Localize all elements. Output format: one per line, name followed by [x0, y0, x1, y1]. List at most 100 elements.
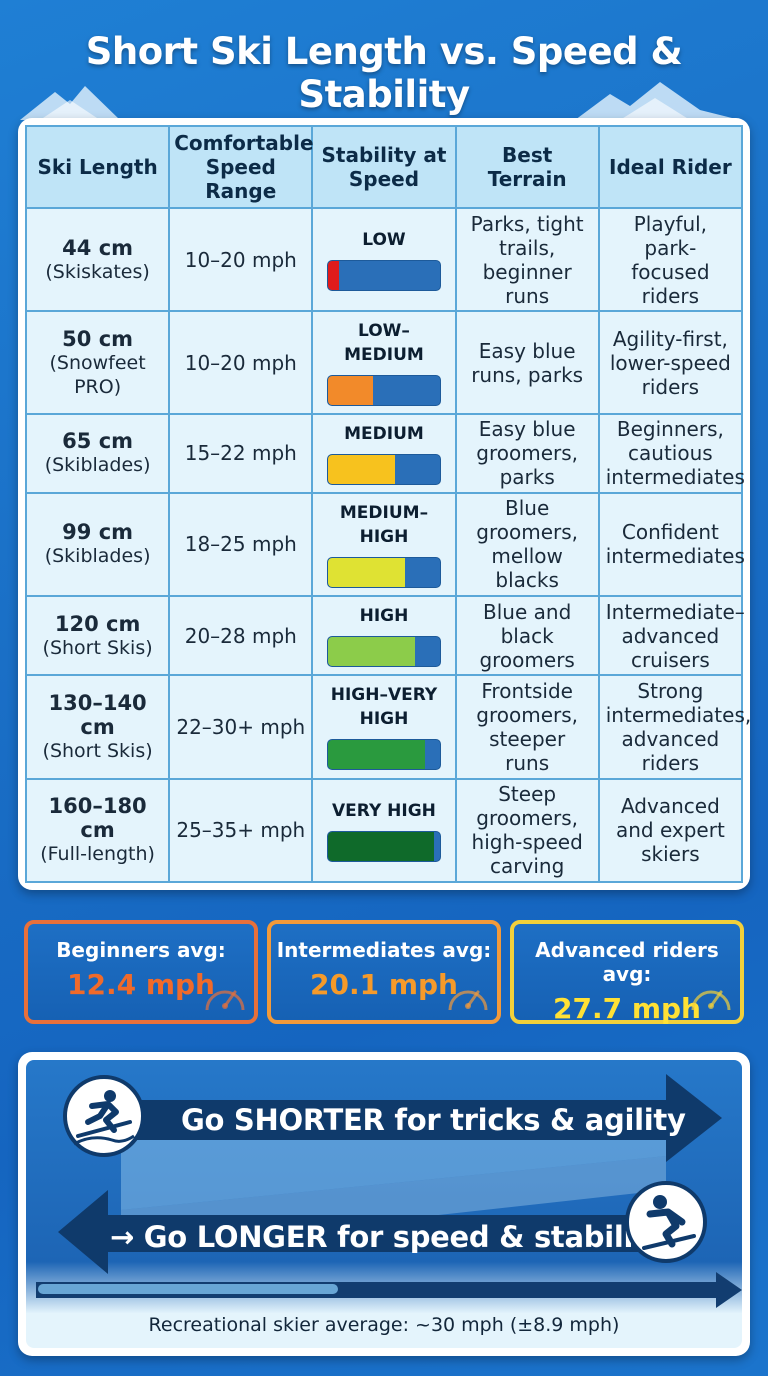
- ski-type: (Short Skis): [42, 739, 153, 762]
- longer-arrow-shape: [58, 1190, 656, 1274]
- rider-cell: Confident intermediates: [597, 491, 745, 598]
- stability-bar: [327, 260, 441, 292]
- stability-cell: HIGH: [311, 595, 457, 677]
- ski-length-cell: 65 cm (Skiblades): [24, 412, 171, 494]
- terrain-cell: Blue groomers, mellow blacks: [454, 491, 600, 598]
- speed-range-cell: 10–20 mph: [168, 310, 314, 415]
- ski-length-value: 65 cm: [62, 429, 134, 454]
- stability-cell: MEDIUM–HIGH: [311, 491, 457, 598]
- stability-bar: [327, 830, 441, 862]
- beginners-avg-box: Beginners avg: 12.4 mph: [24, 920, 258, 1024]
- ski-length-cell: 130–140 cm (Short Skis): [24, 674, 171, 780]
- stability-bar-fill: [328, 740, 426, 770]
- speedometer-icon: [205, 990, 245, 1011]
- longer-text: → Go LONGER for speed & stability: [110, 1220, 666, 1254]
- rider-cell: Intermediate–advanced cruisers: [597, 595, 745, 677]
- freestyle-skier-icon: [63, 1075, 145, 1157]
- length-guidance-panel: Go SHORTER for tricks & agility → Go LON…: [26, 1060, 742, 1348]
- rider-cell: Advanced and expert skiers: [597, 777, 744, 884]
- stability-cell: LOW–MEDIUM: [311, 310, 457, 415]
- rider-cell: Strong intermediates, advanced riders: [597, 674, 751, 780]
- speed-range-cell: 22–30+ mph: [168, 674, 314, 780]
- stability-label: VERY HIGH: [332, 800, 436, 821]
- speed-range-cell: 20–28 mph: [168, 595, 314, 677]
- ski-type: (Skiblades): [44, 454, 151, 477]
- shorter-arrow-shadow: [121, 1140, 666, 1210]
- stability-bar: [327, 375, 441, 407]
- terrain-cell: Easy blue runs, parks: [454, 310, 600, 415]
- ski-type: (Snowfeet PRO): [49, 351, 146, 398]
- stability-bar: [327, 636, 441, 668]
- table-row: 65 cm (Skiblades) 15–22 mph MEDIUM Easy blue…: [24, 412, 745, 494]
- avg-label: Beginners avg:: [56, 938, 226, 962]
- stability-label: MEDIUM–HIGH: [339, 502, 429, 547]
- ski-length-value: 130–140 cm: [48, 690, 147, 739]
- ski-type: (Skiblades): [44, 545, 151, 568]
- avg-label: Advanced riders avg:: [535, 938, 719, 986]
- table-row: 160–180 cm (Full-length) 25–35+ mph VERY HI…: [24, 777, 744, 884]
- terrain-cell: Frontside groomers, steeper runs: [454, 674, 600, 780]
- rider-cell: Playful, park-focused riders: [597, 206, 744, 313]
- ski-length-value: 99 cm: [62, 520, 134, 545]
- intermediates-avg-box: Intermediates avg: 20.1 mph: [267, 920, 501, 1024]
- comparison-table: Ski Length Comfortable Speed Range Stabi…: [24, 125, 751, 884]
- stability-bar-fill: [328, 637, 416, 667]
- comparison-table-card: Ski Length Comfortable Speed Range Stabi…: [18, 118, 751, 890]
- rider-cell: Beginners, cautious intermediates: [597, 412, 745, 494]
- stability-bar: [327, 739, 441, 771]
- avg-value: 12.4 mph: [67, 968, 215, 1001]
- speedometer-icon: [691, 990, 731, 1011]
- advanced-avg-box: Advanced riders avg: 27.7 mph: [510, 920, 744, 1025]
- stability-bar-fill: [328, 557, 406, 587]
- stability-label: MEDIUM: [344, 423, 424, 444]
- table-row: 99 cm (Skiblades) 18–25 mph MEDIUM–HIGH Blue…: [24, 491, 745, 598]
- stability-bar: [327, 453, 441, 485]
- stability-bar: [327, 556, 441, 588]
- avg-value: 20.1 mph: [310, 968, 458, 1001]
- terrain-cell: Parks, tight trails, beginner runs: [454, 206, 600, 313]
- stability-label: LOW–MEDIUM: [344, 321, 424, 366]
- stability-bar-fill: [328, 376, 373, 406]
- length-guidance-card: Go SHORTER for tricks & agility → Go LON…: [18, 1052, 750, 1356]
- table-row: 130–140 cm (Short Skis) 22–30+ mph HIGH–VER…: [24, 674, 751, 780]
- speed-axis-arrow: [36, 1272, 742, 1308]
- header-ski-length: Ski Length: [24, 125, 171, 209]
- speed-range-cell: 15–22 mph: [168, 412, 314, 494]
- page-title: Short Ski Length vs. Speed & Stability: [85, 30, 683, 116]
- stability-cell: HIGH–VERY HIGH: [311, 674, 457, 780]
- terrain-cell: Blue and black groomers: [454, 595, 600, 677]
- stability-label: HIGH: [359, 606, 409, 627]
- stability-bar-fill: [328, 831, 434, 861]
- stability-cell: VERY HIGH: [311, 777, 457, 884]
- avg-label: Intermediates avg:: [276, 938, 492, 962]
- table-header-row: Ski Length Comfortable Speed Range Stabi…: [24, 125, 744, 209]
- terrain-cell: Easy blue groomers, parks: [454, 412, 600, 494]
- ski-length-cell: 99 cm (Skiblades): [24, 491, 171, 598]
- header-rider: Ideal Rider: [597, 125, 744, 209]
- ski-length-value: 44 cm: [62, 235, 134, 260]
- ski-length-cell: 120 cm (Short Skis): [24, 595, 171, 677]
- header-speed-range: Comfortable Speed Range: [168, 125, 314, 209]
- stability-cell: MEDIUM: [311, 412, 457, 494]
- recreational-average-text: Recreational skier average: ~30 mph (±8.…: [148, 1314, 620, 1336]
- avg-value: 27.7 mph: [553, 992, 701, 1025]
- ski-length-cell: 44 cm (Skiskates): [24, 206, 171, 313]
- speed-range-cell: 18–25 mph: [168, 491, 314, 598]
- ski-length-cell: 160–180 cm (Full-length): [24, 777, 171, 884]
- table-row: 50 cm (Snowfeet PRO) 10–20 mph LOW–MEDIUM Ea…: [24, 310, 744, 415]
- mountains-decoration: [20, 82, 740, 120]
- stability-cell: LOW: [311, 206, 457, 313]
- header-stability: Stability at Speed: [311, 125, 457, 209]
- stability-bar-fill: [328, 454, 396, 484]
- rider-cell: Agility-first, lower-speed riders: [597, 310, 744, 415]
- speed-range-cell: 25–35+ mph: [168, 777, 314, 884]
- table-row: 44 cm (Skiskates) 10–20 mph LOW Parks, tight…: [24, 206, 744, 313]
- ski-type: (Full-length): [40, 843, 155, 866]
- stability-label: LOW: [362, 230, 406, 251]
- table-row: 120 cm (Short Skis) 20–28 mph HIGH Blue and …: [24, 595, 745, 677]
- ski-length-value: 120 cm: [54, 611, 141, 636]
- stability-bar-fill: [328, 261, 340, 291]
- stability-label: HIGH–VERY HIGH: [330, 685, 438, 730]
- speed-axis-highlight: [38, 1284, 338, 1294]
- shorter-text: Go SHORTER for tricks & agility: [181, 1103, 686, 1137]
